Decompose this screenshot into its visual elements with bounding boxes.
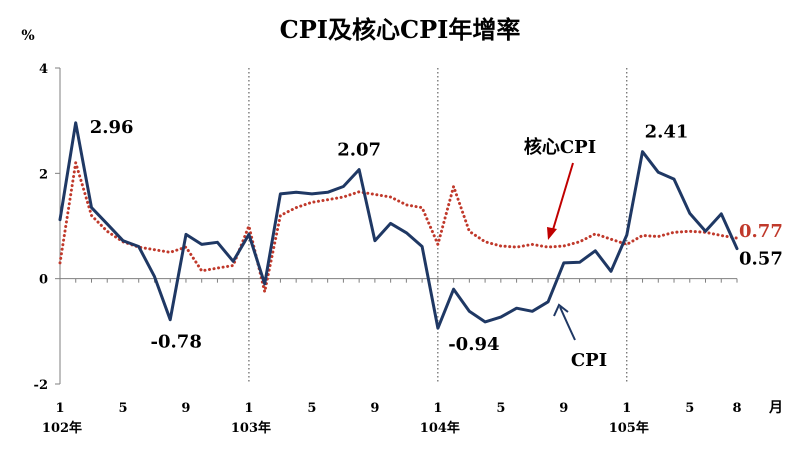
y-tick-labels: -2 0 2 4 xyxy=(34,62,48,393)
cpi-callout-arrowhead xyxy=(553,303,569,317)
year-label: 104年 xyxy=(420,420,460,436)
chart-title: CPI及核心CPI年增率 xyxy=(280,15,521,44)
label-cpi-peak-103: 2.07 xyxy=(337,140,381,161)
x-tick-label: 9 xyxy=(370,401,379,416)
label-cpi-peak-102: 2.96 xyxy=(90,117,134,138)
y-axis-unit: % xyxy=(21,28,34,44)
x-tick-label: 5 xyxy=(307,401,316,416)
year-label: 103年 xyxy=(231,420,271,436)
y-tick-label: 2 xyxy=(39,167,48,182)
x-tick-label: 1 xyxy=(244,401,253,416)
x-tick-label: 1 xyxy=(433,401,442,416)
x-tick-label: 5 xyxy=(496,401,505,416)
x-tick-label: 5 xyxy=(685,401,694,416)
year-label: 105年 xyxy=(609,420,649,436)
core-cpi-callout-arrow xyxy=(551,162,574,234)
x-tick-label: 9 xyxy=(559,401,568,416)
core-cpi-callout-arrowhead xyxy=(547,227,557,240)
x-tick-label: 1 xyxy=(55,401,64,416)
label-core-cpi-last: 0.77 xyxy=(739,221,783,242)
x-axis-unit: 月 xyxy=(768,400,783,416)
label-cpi-last: 0.57 xyxy=(739,249,783,270)
y-tick-label: -2 xyxy=(34,378,48,393)
cpi-series-line xyxy=(58,121,739,330)
x-tick-label: 1 xyxy=(622,401,631,416)
core-cpi-callout-label: 核心CPI xyxy=(524,136,596,158)
year-label: 102年 xyxy=(42,420,82,436)
x-tick-labels: 1 5 9 1 5 9 1 5 9 1 5 8 xyxy=(55,401,741,416)
year-separators xyxy=(248,68,628,384)
x-tick-label: 9 xyxy=(181,401,190,416)
series-layer xyxy=(58,121,739,330)
y-tick-label: 4 xyxy=(39,62,48,77)
y-tick-label: 0 xyxy=(39,273,48,288)
label-cpi-peak-105: 2.41 xyxy=(645,122,689,143)
cpi-callout-label: CPI xyxy=(571,350,607,371)
x-tick-label: 5 xyxy=(118,401,127,416)
cpi-callout-arrow xyxy=(559,306,576,341)
annotations: 2.96 -0.78 2.07 -0.94 2.41 0.77 0.57 核心CPI CPI xyxy=(90,117,783,371)
year-labels: 102年 103年 104年 105年 xyxy=(42,420,649,436)
x-tick-label: 8 xyxy=(732,401,741,416)
label-cpi-low-102: -0.78 xyxy=(151,332,202,353)
label-cpi-low-104: -0.94 xyxy=(448,334,499,355)
